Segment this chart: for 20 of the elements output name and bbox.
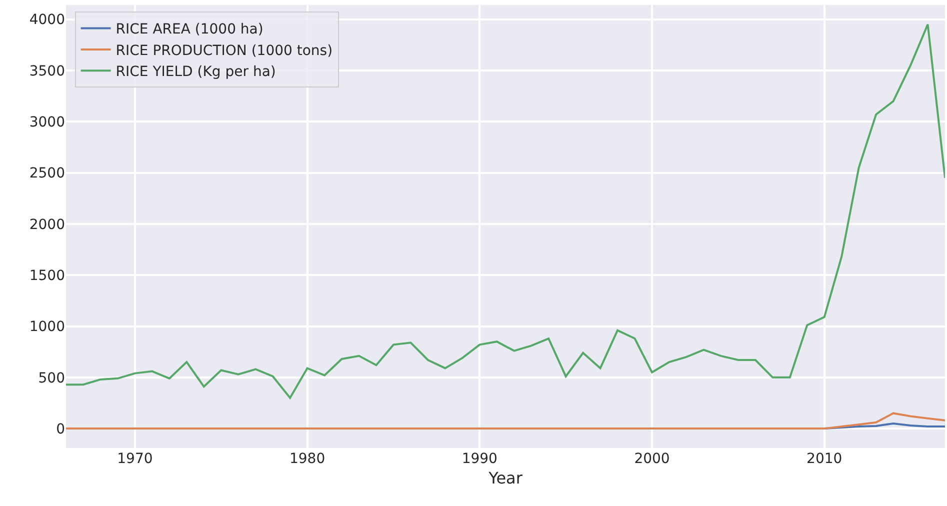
x-axis-title: Year	[488, 468, 523, 488]
y-tick-label: 2000	[29, 216, 65, 233]
x-tick-label: 1990	[462, 451, 498, 467]
y-tick-label: 500	[38, 370, 65, 386]
y-tick-label: 4000	[29, 12, 65, 28]
x-tick-label: 1970	[117, 451, 153, 467]
line-series	[66, 23, 945, 399]
x-tick-label: 2010	[806, 451, 842, 467]
legend-label: RICE PRODUCTION (1000 tons)	[116, 42, 333, 59]
y-tick-label: 1500	[29, 268, 65, 284]
legend-label: RICE AREA (1000 ha)	[116, 22, 264, 38]
y-tick-label: 0	[56, 421, 65, 438]
legend-label: RICE YIELD (Kg per ha)	[116, 64, 276, 80]
x-tick-label: 1980	[289, 451, 326, 467]
x-tick-label: 2000	[634, 451, 670, 467]
y-tick-label: 3500	[29, 63, 65, 80]
line-series	[66, 412, 945, 430]
y-tick-label: 1000	[29, 319, 65, 336]
y-tick-label: 3000	[29, 114, 65, 131]
y-tick-label: 2500	[29, 166, 65, 182]
